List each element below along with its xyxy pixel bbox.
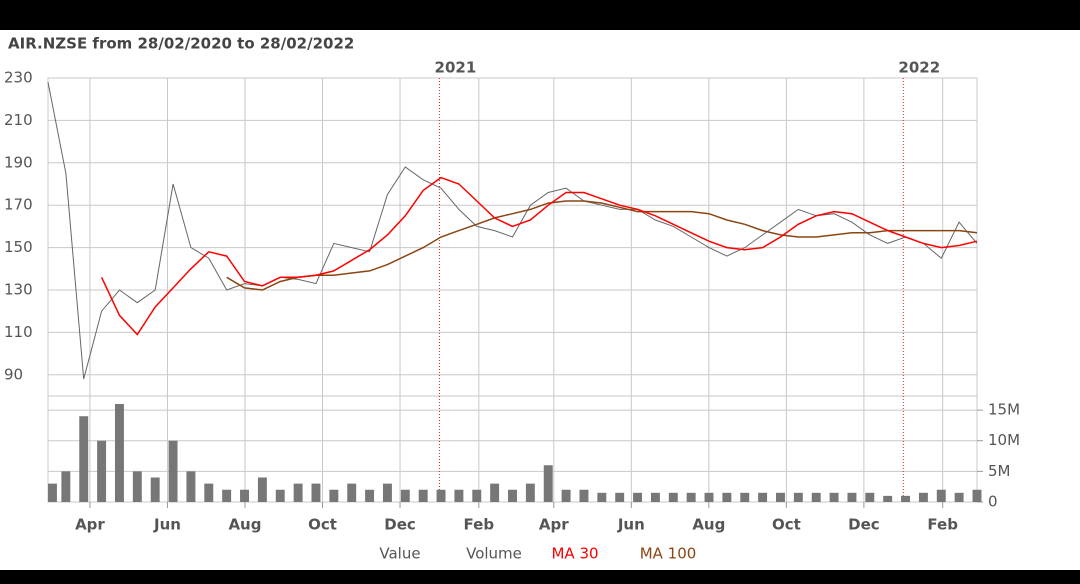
volume-bar: [686, 492, 696, 502]
y2-tick-label: 15M: [988, 401, 1020, 419]
volume-bar: [954, 492, 964, 502]
y2-tick-label: 10M: [988, 431, 1020, 449]
y-tick-label: 130: [4, 281, 33, 299]
volume-bar: [865, 492, 875, 502]
volume-bar: [740, 492, 750, 502]
volume-bar: [347, 483, 357, 502]
volume-bar: [597, 492, 607, 502]
x-tick-label: Feb: [927, 516, 958, 534]
volume-bar: [132, 471, 142, 502]
x-tick-label: Dec: [384, 516, 416, 534]
volume-bar: [293, 483, 303, 502]
volume-bar: [508, 489, 517, 502]
volume-bar: [883, 495, 893, 502]
y2-tick-label: 0: [988, 493, 998, 511]
volume-bar: [114, 403, 124, 502]
x-tick-label: Aug: [228, 516, 261, 534]
legend-entry: Value: [379, 545, 420, 563]
volume-bar: [311, 483, 321, 502]
y2-tick-label: 5M: [988, 462, 1011, 480]
x-tick-label: Apr: [75, 516, 105, 534]
volume-bar: [543, 465, 553, 502]
volume-bar: [579, 489, 589, 502]
x-tick-label: Oct: [772, 516, 801, 534]
volume-bar: [382, 483, 392, 502]
y-tick-label: 230: [4, 69, 33, 87]
x-tick-label: Aug: [692, 516, 725, 534]
volume-bar: [204, 483, 214, 502]
price-line: [100, 176, 978, 336]
volume-bar: [222, 489, 232, 502]
volume-bar: [722, 492, 732, 502]
legend-entry: MA 30: [551, 545, 598, 563]
volume-bar: [561, 489, 571, 502]
volume-bar: [168, 440, 178, 502]
legend-entry: MA 100: [640, 545, 697, 563]
volume-bar: [918, 492, 928, 502]
volume-bar: [758, 492, 768, 502]
legend-entry: Volume: [466, 545, 522, 563]
x-tick-label: Oct: [308, 516, 337, 534]
volume-bar: [650, 492, 660, 502]
volume-bar: [61, 471, 71, 502]
volume-bar: [79, 416, 89, 502]
volume-bar: [490, 483, 500, 502]
volume-bar: [275, 489, 285, 502]
volume-bar: [793, 492, 803, 502]
volume-bar: [525, 483, 535, 502]
x-tick-label: Dec: [848, 516, 880, 534]
volume-bar: [936, 489, 946, 502]
volume-bar: [901, 495, 911, 502]
volume-bar: [400, 489, 410, 502]
volume-bar: [186, 471, 196, 502]
volume-bar: [240, 489, 249, 502]
volume-bar: [48, 483, 57, 502]
year-label: 2021: [435, 59, 477, 77]
price-line: [226, 200, 978, 291]
volume-bar: [829, 492, 839, 502]
volume-bar: [472, 489, 482, 502]
volume-bar: [776, 492, 785, 502]
x-tick-label: Apr: [539, 516, 569, 534]
volume-bar: [365, 489, 375, 502]
x-tick-label: Jun: [153, 516, 181, 534]
y-tick-label: 210: [4, 111, 33, 129]
volume-bar: [704, 492, 714, 502]
volume-bar: [847, 492, 857, 502]
volume-bar: [454, 489, 464, 502]
volume-bar: [329, 489, 339, 502]
chart-title: AIR.NZSE from 28/02/2020 to 28/02/2022: [8, 35, 354, 53]
volume-bar: [436, 489, 446, 502]
volume-bar: [257, 477, 267, 502]
volume-bar: [633, 492, 643, 502]
y-tick-label: 190: [4, 153, 33, 171]
y-tick-label: 90: [4, 365, 23, 383]
volume-bar: [150, 477, 160, 502]
x-tick-label: Jun: [617, 516, 645, 534]
volume-bar: [811, 492, 821, 502]
volume-bar: [615, 492, 625, 502]
y-tick-label: 110: [4, 323, 33, 341]
volume-bar: [972, 489, 982, 502]
year-label: 2022: [898, 59, 940, 77]
x-tick-label: Feb: [464, 516, 495, 534]
volume-bar: [97, 440, 107, 502]
y-tick-label: 150: [4, 238, 33, 256]
volume-bar: [418, 489, 428, 502]
volume-bar: [668, 492, 678, 502]
y-tick-label: 170: [4, 196, 33, 214]
